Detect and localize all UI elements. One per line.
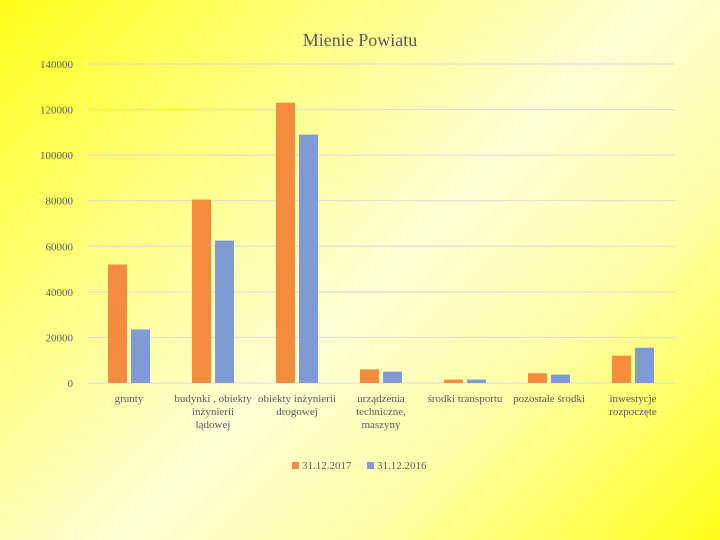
- bar-31.12.2016: [383, 371, 402, 383]
- bar-31.12.2017: [444, 379, 463, 383]
- bar-31.12.2016: [467, 379, 486, 383]
- y-tick-label: 20000: [46, 332, 74, 344]
- legend-label: 31.12.2017: [302, 460, 352, 472]
- legend-swatch: [292, 462, 299, 469]
- bar-31.12.2016: [635, 347, 654, 383]
- bar-31.12.2016: [131, 329, 150, 383]
- y-tick-label: 100000: [40, 150, 74, 162]
- x-category-label: inżynierii: [192, 406, 234, 418]
- bar-31.12.2017: [276, 102, 295, 383]
- y-tick-label: 140000: [40, 59, 74, 71]
- bar-31.12.2017: [108, 264, 127, 383]
- x-category-label: grunty: [115, 393, 144, 405]
- x-category-label: lądowej: [196, 419, 231, 431]
- x-category-label: drogowej: [276, 406, 318, 418]
- legend-swatch: [367, 462, 374, 469]
- x-category-label: budynki , obiekty: [174, 393, 252, 405]
- grid-lines: [87, 63, 675, 384]
- bar-31.12.2017: [528, 373, 547, 383]
- bar-31.12.2017: [612, 355, 631, 383]
- x-category-label: inwestycje: [609, 393, 656, 405]
- bar-31.12.2017: [360, 369, 379, 383]
- bar-31.12.2016: [299, 134, 318, 383]
- y-tick-label: 0: [68, 378, 74, 390]
- x-category-label: maszyny: [361, 419, 401, 431]
- x-category-label: rozpoczęte: [609, 406, 657, 418]
- y-tick-label: 40000: [46, 287, 74, 299]
- legend: 31.12.2017 31.12.2016: [292, 460, 427, 472]
- x-category-label: pozostałe środki: [513, 393, 585, 405]
- y-axis-ticks: 0 20000 40000 60000 80000 100000 120000 140000: [40, 59, 74, 390]
- x-category-label: techniczne,: [356, 406, 406, 418]
- x-axis-labels: grunty budynki , obiektyinżynieriilądowej…: [115, 393, 657, 431]
- y-tick-label: 60000: [46, 241, 74, 253]
- x-category-label: środki transportu: [428, 393, 503, 405]
- chart-title: Mienie Powiatu: [303, 30, 418, 50]
- bars: [108, 102, 654, 383]
- x-category-label: urządzenia: [357, 393, 405, 405]
- bar-31.12.2016: [215, 240, 234, 383]
- x-category-label: obiekty inżynierii: [258, 393, 336, 405]
- bar-31.12.2016: [551, 374, 570, 383]
- y-tick-label: 120000: [40, 105, 74, 117]
- legend-label: 31.12.2016: [377, 460, 427, 472]
- bar-31.12.2017: [192, 199, 211, 383]
- y-tick-label: 80000: [46, 196, 74, 208]
